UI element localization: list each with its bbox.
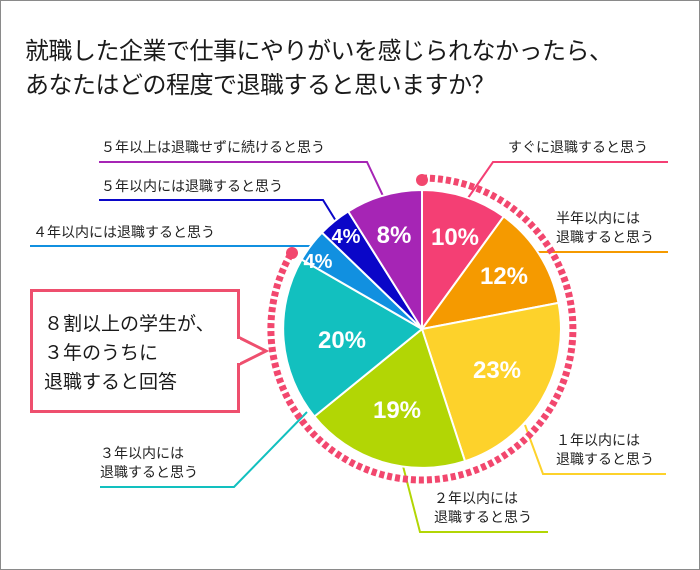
title-line-2: あなたはどの程度で退職すると思いますか？	[25, 71, 495, 99]
callout-line-3: 退職すると回答	[44, 371, 178, 393]
leader-three-year	[100, 411, 308, 488]
callout-text: ８割以上の学生が、 ３年のうちに 退職すると回答	[44, 310, 215, 397]
label-five-year: ５年以内には退職すると思う	[101, 179, 283, 195]
label-two-year-1: ２年以内には	[434, 491, 518, 507]
label-three-year-1: ３年以内には	[100, 446, 184, 462]
label-one-year-1: １年以内には	[556, 433, 640, 449]
label-half-year-1: 半年以内には	[556, 211, 640, 227]
arc-start-dot	[416, 174, 428, 186]
chart-title: 就職した企業で仕事にやりがいを感じられなかったら、 あなたはどの程度で退職すると…	[25, 34, 613, 102]
leader-immediately	[467, 161, 668, 199]
slice-one-year	[421, 301, 562, 463]
slice-immediately	[421, 188, 505, 330]
slice-three-year	[282, 258, 423, 418]
label-two-year-2: 退職すると思う	[434, 510, 532, 526]
leader-two-year	[402, 465, 548, 533]
title-line-1: 就職した企業で仕事にやりがいを感じられなかったら、	[25, 37, 613, 65]
value-half-year: 12%	[480, 263, 528, 290]
arc-end-dot	[286, 247, 298, 259]
label-one-year-2: 退職すると思う	[556, 452, 654, 468]
slice-half-year	[421, 215, 560, 330]
label-three-year-2: 退職すると思う	[100, 465, 198, 481]
value-three-year: 20%	[318, 327, 366, 354]
value-five-plus: 8%	[377, 222, 412, 249]
value-two-year: 19%	[373, 397, 421, 424]
label-five-plus: ５年以上は退職せずに続けると思う	[101, 140, 325, 156]
value-five-year: 4%	[332, 226, 361, 248]
value-one-year: 23%	[473, 357, 521, 384]
highlight-dashed-arc	[267, 174, 577, 484]
leader-five-plus	[99, 161, 385, 199]
callout-line-1: ８割以上の学生が、	[44, 313, 215, 335]
value-four-year: 4%	[304, 251, 333, 273]
label-immediately: すぐに退職すると思う	[508, 140, 648, 156]
callout-box	[30, 289, 240, 413]
callout-line-2: ３年のうちに	[44, 342, 159, 364]
slice-two-year	[313, 328, 466, 469]
leader-one-year	[524, 424, 666, 475]
value-immediately: 10%	[431, 224, 479, 251]
slice-five-plus	[347, 189, 423, 330]
leader-five-year	[99, 199, 337, 222]
label-four-year: ４年以内には退職すると思う	[33, 225, 215, 241]
label-half-year-2: 退職すると思う	[556, 230, 654, 246]
